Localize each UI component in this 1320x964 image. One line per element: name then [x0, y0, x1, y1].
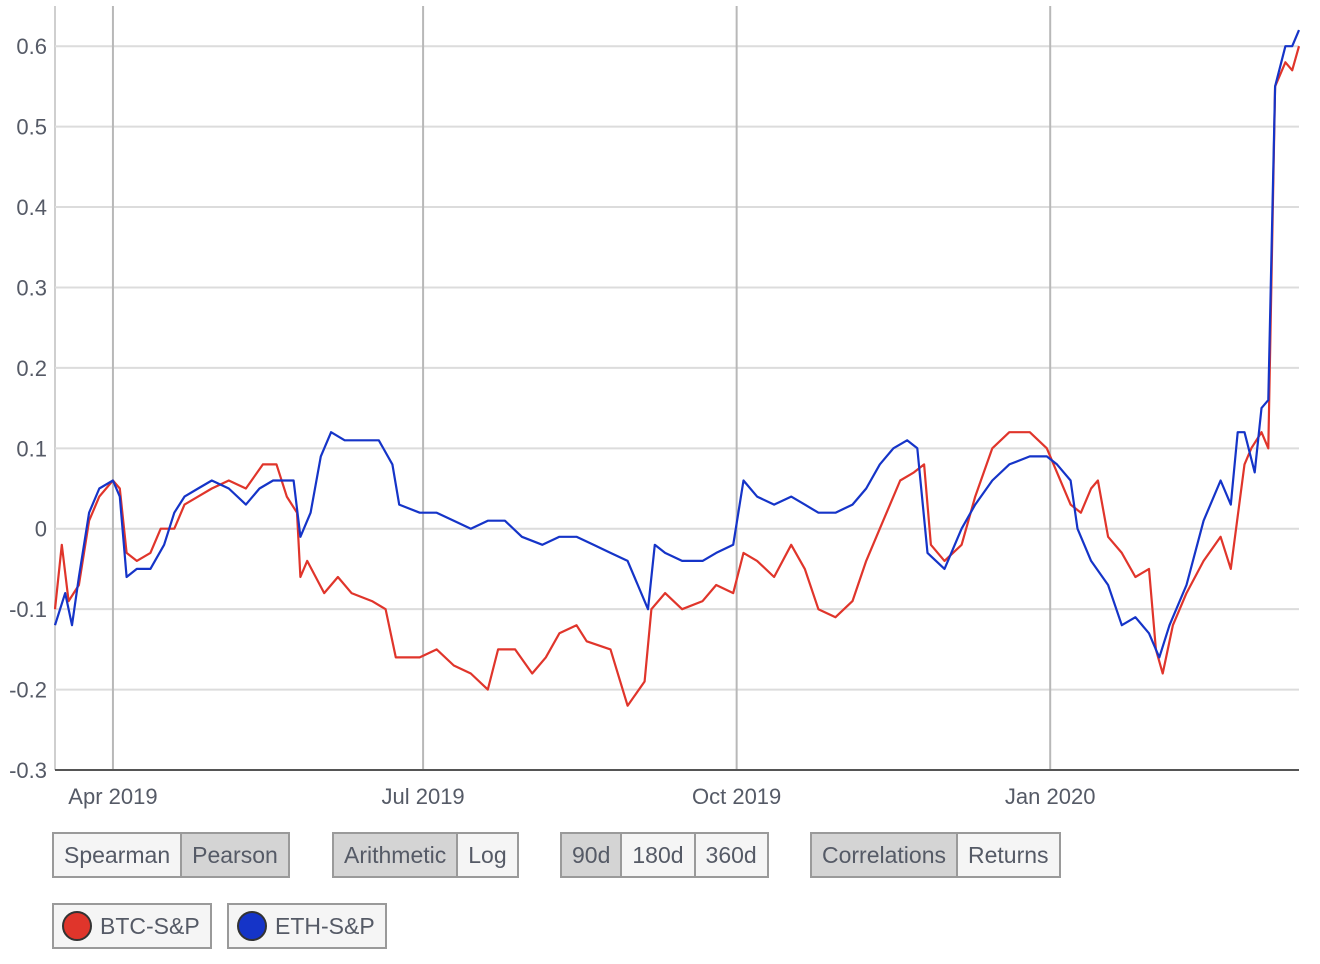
y-axis: -0.3 -0.2 -0.1 0 0.1 0.2 0.3 0.4 0.5 0.6 [9, 34, 47, 783]
legend-label: BTC-S&P [100, 912, 200, 939]
y-tick-label: 0.2 [16, 356, 47, 381]
x-tick-label: Jan 2020 [1005, 784, 1096, 809]
y-tick-label: 0.4 [16, 195, 47, 220]
x-axis: Apr 2019 Jul 2019 Oct 2019 Jan 2020 [68, 784, 1095, 809]
y-tick-label: 0.1 [16, 436, 47, 461]
legend-item-eth-sp[interactable]: ETH-S&P [227, 903, 387, 949]
window-toggle: 90d 180d 360d [560, 832, 769, 878]
x-tick-label: Oct 2019 [692, 784, 781, 809]
view-toggle: Correlations Returns [810, 832, 1061, 878]
correlations-button[interactable]: Correlations [812, 834, 958, 876]
arithmetic-button[interactable]: Arithmetic [334, 834, 459, 876]
returns-button[interactable]: Returns [968, 842, 1049, 868]
y-tick-label: -0.3 [9, 758, 47, 783]
y-tick-label: 0.5 [16, 115, 47, 140]
series-lines [53, 29, 1301, 707]
window-90d-button[interactable]: 90d [562, 834, 623, 876]
series-line-btc-s-p [53, 45, 1301, 707]
y-tick-label: 0.3 [16, 275, 47, 300]
window-180d-button[interactable]: 180d [622, 834, 696, 876]
y-tick-label: 0 [35, 517, 47, 542]
legend-label: ETH-S&P [275, 912, 375, 939]
y-tick-label: 0.6 [16, 34, 47, 59]
y-tick-label: -0.2 [9, 678, 47, 703]
correlation-chart: -0.3 -0.2 -0.1 0 0.1 0.2 0.3 0.4 0.5 0.6 Apr 2019… [9, 6, 1301, 809]
series-line-eth-s-p [53, 29, 1301, 659]
eth-sp-swatch-icon [237, 911, 267, 941]
log-button[interactable]: Log [468, 842, 507, 868]
method-toggle: Spearman Pearson [52, 832, 290, 878]
y-tick-label: -0.1 [9, 597, 47, 622]
pearson-button[interactable]: Pearson [182, 834, 288, 876]
scale-toggle: Arithmetic Log [332, 832, 519, 878]
grid [54, 6, 1299, 770]
window-360d-button[interactable]: 360d [705, 842, 757, 868]
spearman-button[interactable]: Spearman [54, 834, 183, 876]
btc-sp-swatch-icon [62, 911, 92, 941]
x-tick-label: Apr 2019 [68, 784, 157, 809]
x-tick-label: Jul 2019 [381, 784, 464, 809]
legend-item-btc-sp[interactable]: BTC-S&P [52, 903, 212, 949]
